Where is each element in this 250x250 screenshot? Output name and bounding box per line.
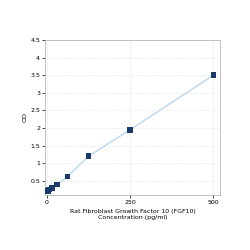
Point <box>66 175 70 179</box>
Point <box>211 73 215 77</box>
Y-axis label: OD: OD <box>22 112 28 122</box>
Point <box>128 128 132 132</box>
Point <box>55 182 59 186</box>
Point <box>46 189 50 193</box>
Point <box>86 154 90 158</box>
Point <box>45 190 49 194</box>
Point <box>50 186 54 190</box>
X-axis label: Rat Fibroblast Growth Factor 10 (FGF10)
Concentration (pg/ml): Rat Fibroblast Growth Factor 10 (FGF10) … <box>70 209 196 220</box>
Point <box>47 188 51 192</box>
